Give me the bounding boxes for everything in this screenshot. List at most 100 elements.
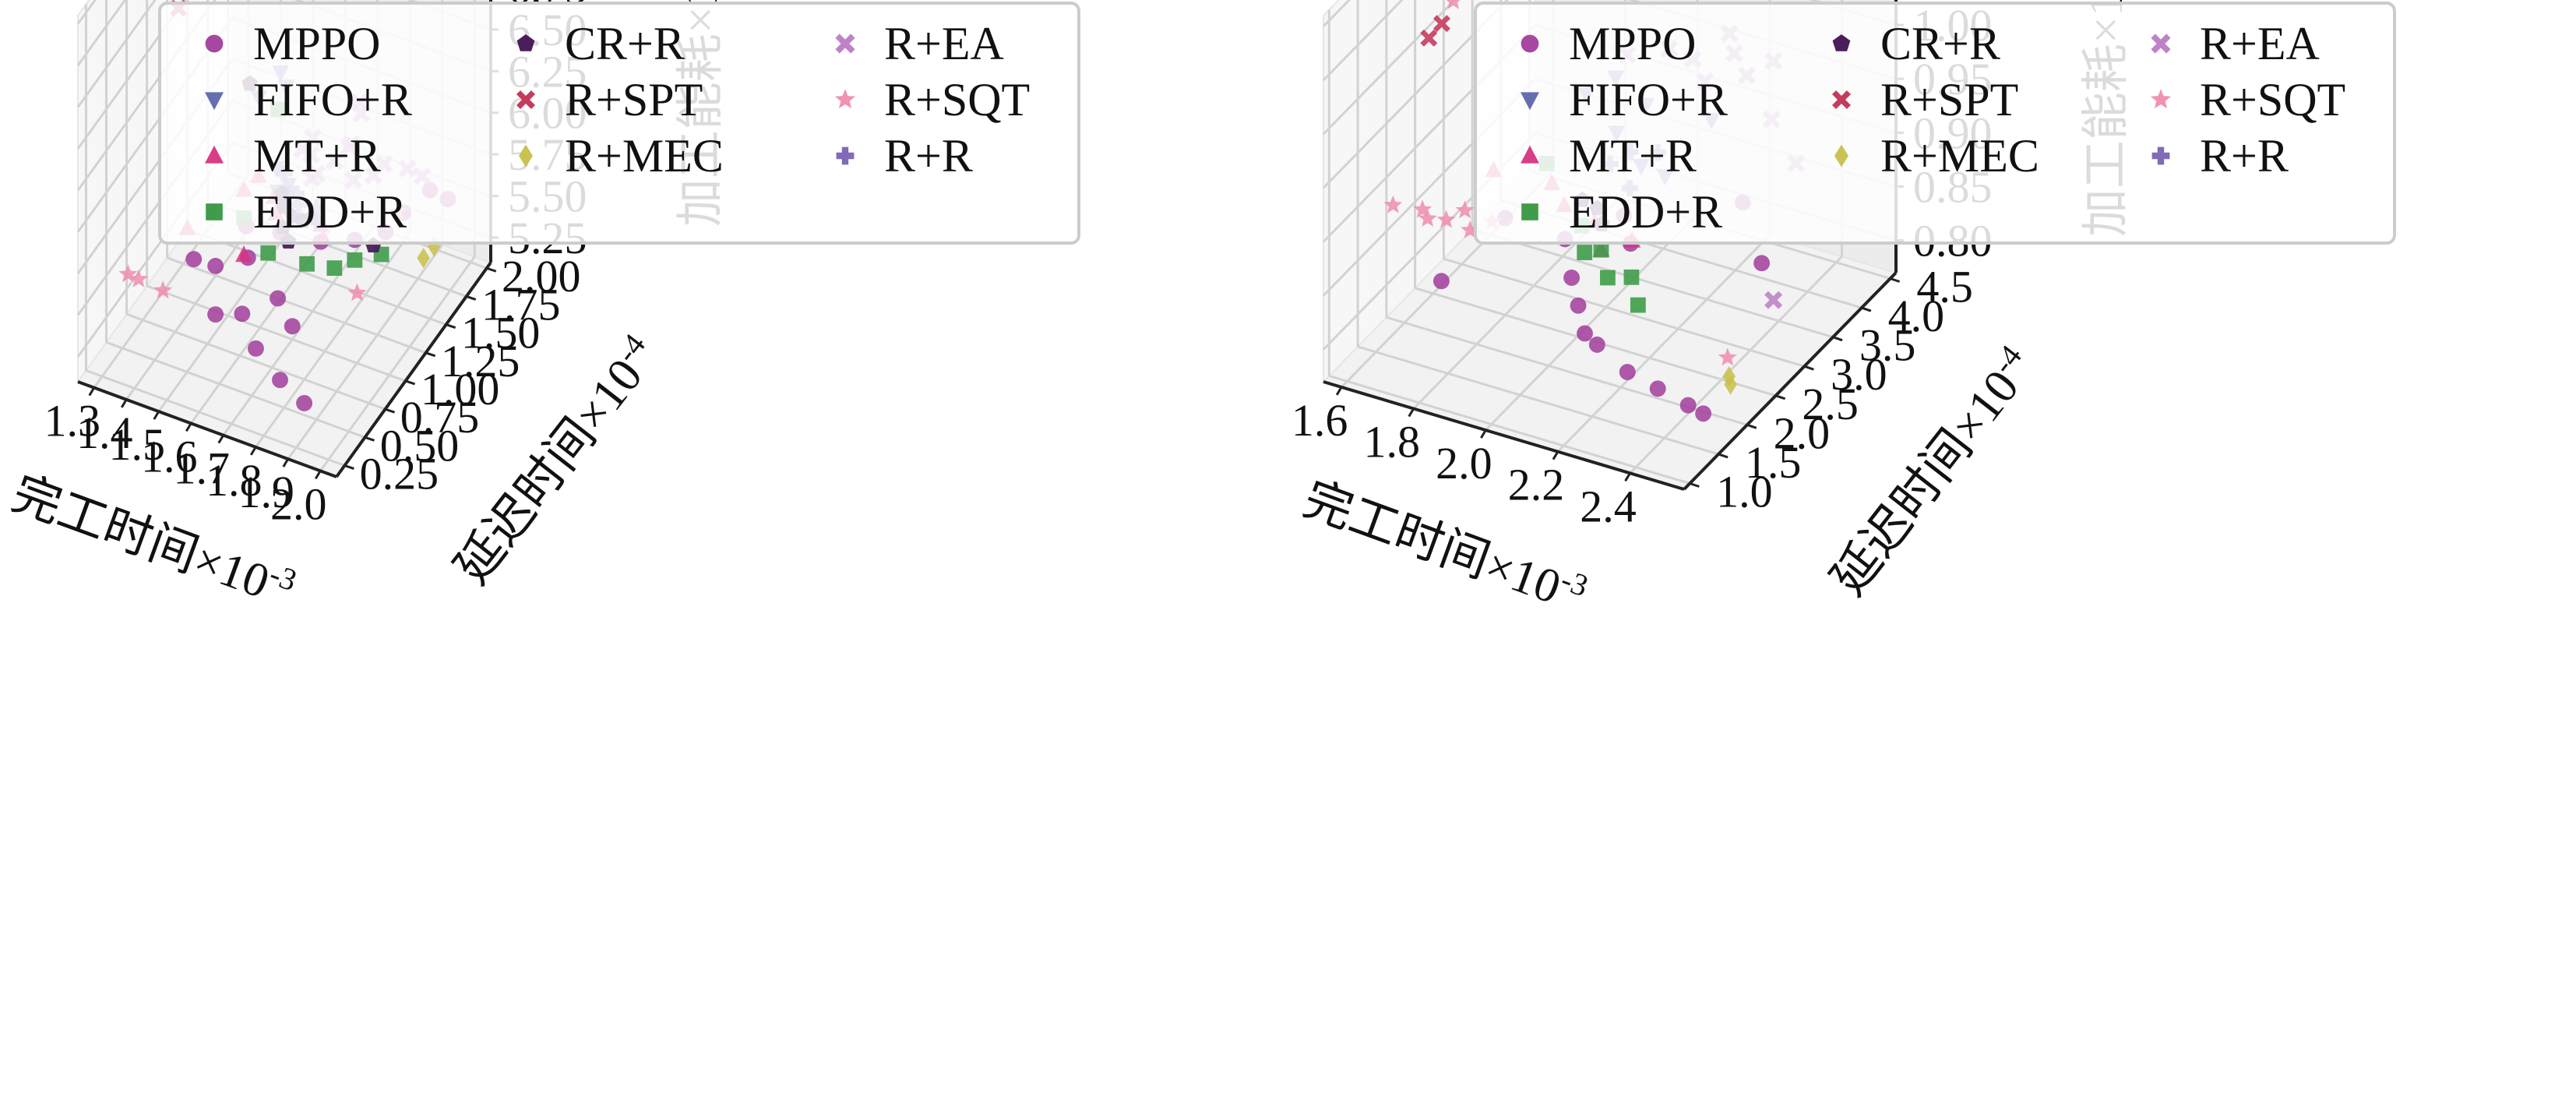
x-tick-label: 1.8 <box>1364 417 1421 467</box>
y-tick-label: 0.25 <box>360 449 439 499</box>
x-tick-mark <box>1408 407 1415 418</box>
data-point-mppo <box>1695 405 1712 422</box>
legend-marker-r-plus-sqt <box>2150 89 2172 109</box>
data-point-mppo <box>1577 325 1593 342</box>
x-axis-line <box>1323 380 1685 491</box>
data-point-mppo <box>207 257 224 274</box>
y-tick-mark <box>446 323 456 330</box>
data-point-r-plus-mec <box>417 247 430 269</box>
legend-marker-r-plus-mec <box>519 144 533 168</box>
y-tick-mark <box>405 379 416 386</box>
x-tick-label: 2.4 <box>1580 481 1637 531</box>
data-point-edd-plus-r <box>1630 297 1646 313</box>
data-point-mppo <box>296 395 313 411</box>
legend-marker-mppo <box>1521 34 1539 53</box>
grid-line-z <box>76 0 157 108</box>
data-point-r-plus-sqt <box>153 280 173 299</box>
legend-marker-edd-plus-r <box>1521 203 1538 220</box>
x-tick-label: 1.4 <box>76 407 133 458</box>
y-tick-label: 1.25 <box>441 336 520 386</box>
y-axis-line <box>335 261 492 478</box>
grid-line-y <box>187 228 447 326</box>
data-point-edd-plus-r <box>260 245 277 261</box>
legend-box <box>158 2 1080 245</box>
y-tick-label: 4.5 <box>1916 262 1973 312</box>
scatter3d-chart-completion-delay-energy-2: 1.61.82.02.22.41.01.52.02.53.03.54.04.50… <box>1292 0 2396 615</box>
grid-line-z <box>1322 0 1897 136</box>
legend-label-r-plus-sqt: R+SQT <box>2200 74 2345 125</box>
grid-line-y <box>1328 375 1690 485</box>
legend-marker-r-plus-spt <box>516 90 535 109</box>
grid-line-y <box>167 256 427 354</box>
data-point-edd-plus-r <box>1593 242 1609 258</box>
data-point-r-plus-sqt <box>1436 210 1456 228</box>
x-tick-label: 1.7 <box>174 443 231 494</box>
data-point-r-plus-ea <box>1764 291 1783 309</box>
legend-label-r-plus-ea: R+EA <box>2200 18 2320 69</box>
x-tick-mark <box>1335 386 1343 396</box>
data-point-mppo <box>185 251 203 268</box>
legend-label-r-plus-mec: R+MEC <box>1880 130 2039 182</box>
y-tick-label: 1.5 <box>1745 437 1802 488</box>
data-point-r-plus-sqt <box>1413 199 1432 218</box>
grid-line-x <box>1485 213 1699 432</box>
y-tick-mark <box>425 351 436 358</box>
x-tick-mark <box>153 411 160 420</box>
x-tick-mark <box>88 386 96 397</box>
y-tick-mark <box>1718 453 1728 459</box>
grid-line-x <box>287 244 443 460</box>
data-point-mppo <box>1753 255 1771 272</box>
x-tick-mark <box>120 399 128 408</box>
data-point-r-plus-spt <box>1432 15 1450 33</box>
legend-marker-r-plus-sqt <box>834 89 856 109</box>
y-tick-mark <box>364 436 375 442</box>
grid-line-y <box>85 369 345 467</box>
legend-marker-mppo <box>205 34 224 53</box>
x-tick-label: 2.0 <box>270 478 327 529</box>
scatter3d-chart-completion-delay-energy-1: 1.31.41.51.61.71.81.92.0 0.250.500.751.00… <box>5 0 1080 608</box>
data-point-mppo <box>1679 397 1697 414</box>
data-point-edd-plus-r <box>1623 269 1640 285</box>
y-tick-label: 3.0 <box>1831 349 1887 400</box>
legend-marker-cr-plus-r <box>1832 34 1851 51</box>
legend-marker-fifo-plus-r <box>205 92 224 111</box>
legend-label-mt-plus-r: MT+R <box>1569 130 1697 182</box>
data-point-r-plus-sqt <box>129 269 149 287</box>
legend-label-mt-plus-r: MT+R <box>253 130 381 182</box>
legend-label-r-plus-mec: R+MEC <box>565 130 724 182</box>
y-tick-mark <box>1775 394 1786 400</box>
x-tick-mark <box>185 422 192 432</box>
data-point-edd-plus-r <box>347 252 363 268</box>
grid-line-x <box>319 256 476 472</box>
data-point-mppo <box>234 305 251 323</box>
data-point-r-plus-sqt <box>1446 0 1461 9</box>
y-tick-label: 0.75 <box>400 392 480 443</box>
legend-label-edd-plus-r: EDD+R <box>1569 186 1722 238</box>
legend-marker-cr-plus-r <box>516 34 535 51</box>
legend-marker-fifo-plus-r <box>1521 92 1539 111</box>
data-point-mppo <box>1570 297 1587 314</box>
data-point-r-plus-sqt <box>347 283 367 302</box>
y-tick-mark <box>1803 365 1814 371</box>
legend-marker-mt-plus-r <box>1521 145 1539 164</box>
data-point-mppo <box>207 306 224 323</box>
y-tick-mark <box>486 266 497 273</box>
legend-label-fifo-plus-r: FIFO+R <box>1569 74 1728 125</box>
data-point-edd-plus-r <box>1600 270 1616 286</box>
legend-marker-r-plus-spt <box>1832 90 1851 109</box>
data-point-mppo <box>284 318 301 335</box>
legend-label-r-plus-ea: R+EA <box>884 18 1004 69</box>
y-tick-label: 1.00 <box>421 364 500 414</box>
legend-marker-r-plus-ea <box>2151 34 2171 54</box>
x-tick-label: 1.6 <box>141 431 198 481</box>
legend-label-cr-plus-r: CR+R <box>565 18 685 69</box>
x-tick-mark <box>1480 429 1487 439</box>
data-point-mppo <box>270 290 287 307</box>
y-tick-mark <box>466 295 477 301</box>
x-tick-label: 2.2 <box>1508 460 1565 510</box>
legend-marker-r-plus-ea <box>835 34 855 54</box>
y-tick-label: 1.0 <box>1716 466 1773 517</box>
grid-line-y <box>1471 228 1834 339</box>
